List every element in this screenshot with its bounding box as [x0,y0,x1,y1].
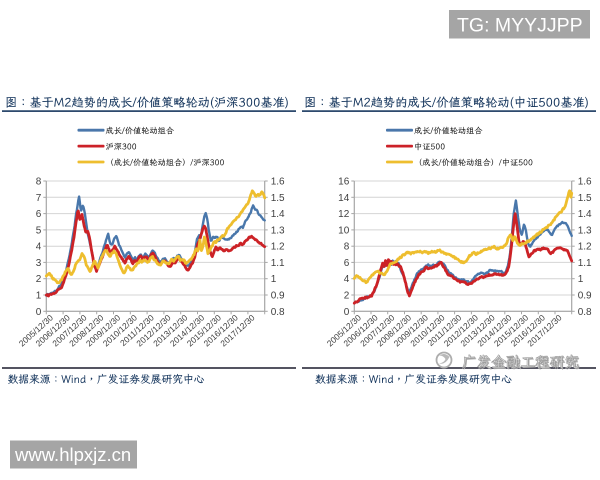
svg-text:1.2: 1.2 [578,242,592,253]
svg-text:1.4: 1.4 [271,209,285,220]
svg-text:0: 0 [36,307,42,318]
svg-text:8: 8 [36,177,42,188]
svg-text:14: 14 [338,193,350,204]
svg-text:1.1: 1.1 [578,258,592,269]
svg-text:6: 6 [344,258,350,269]
svg-text:1: 1 [36,291,42,302]
svg-text:1.4: 1.4 [578,209,592,220]
svg-text:1.3: 1.3 [271,225,285,236]
svg-text:2: 2 [344,291,350,302]
svg-text:1.3: 1.3 [578,225,592,236]
svg-text:1.1: 1.1 [271,258,285,269]
svg-text:5: 5 [36,225,42,236]
svg-text:3: 3 [36,258,42,269]
svg-text:2: 2 [36,274,42,285]
svg-text:0.9: 0.9 [271,291,285,302]
svg-text:TG: MYYJJPP: TG: MYYJJPP [457,15,583,37]
svg-text:4: 4 [36,242,42,253]
svg-text:1.6: 1.6 [271,177,285,188]
svg-text:6: 6 [36,209,42,220]
svg-text:1.6: 1.6 [578,177,592,188]
svg-text:8: 8 [344,242,350,253]
svg-text:10: 10 [338,225,350,236]
svg-text:www.hlpxjz.cn: www.hlpxjz.cn [14,444,131,465]
svg-text:12: 12 [338,209,350,220]
svg-text:1.5: 1.5 [578,193,592,204]
svg-text:1: 1 [271,274,277,285]
svg-text:0.8: 0.8 [271,307,285,318]
svg-text:0: 0 [344,307,350,318]
svg-text:0.9: 0.9 [578,291,592,302]
svg-text:1.5: 1.5 [271,193,285,204]
svg-text:1.2: 1.2 [271,242,285,253]
svg-text:4: 4 [344,274,350,285]
svg-text:7: 7 [36,193,42,204]
svg-text:1: 1 [578,274,584,285]
svg-text:0.8: 0.8 [578,307,592,318]
svg-text:16: 16 [338,177,350,188]
